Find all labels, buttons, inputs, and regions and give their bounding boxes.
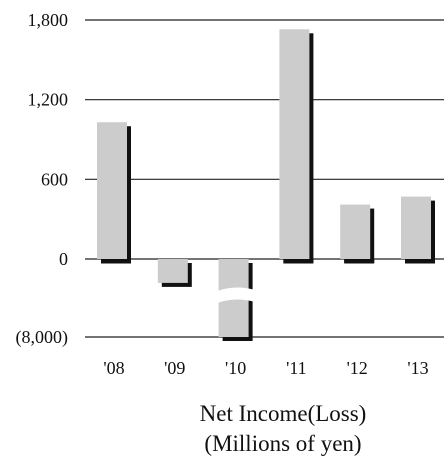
caption-line-2: (Millions of yen) [204, 431, 361, 456]
y-tick-label: (8,000) [16, 327, 69, 348]
gridlines [85, 19, 444, 338]
bar [340, 204, 371, 259]
bar [279, 29, 310, 259]
x-tick-label: '11 [286, 358, 307, 378]
x-tick-label: '13 [407, 358, 428, 378]
y-tick-label: 1,200 [28, 90, 69, 110]
bar-08 [97, 122, 131, 264]
x-tick-label: '09 [164, 358, 185, 378]
bar-10 [212, 259, 259, 341]
bar [97, 122, 127, 259]
x-tick-label: '08 [103, 358, 124, 378]
bar-base-shadow [283, 259, 314, 264]
y-tick-label: 600 [41, 169, 68, 189]
x-tick-labels: '08 '09 '10 '11 '12 '13 [103, 358, 428, 378]
bar-base-shadow [405, 259, 435, 264]
bar-13 [401, 196, 435, 264]
bars [97, 29, 435, 341]
caption-line-1: Net Income(Loss) [200, 401, 367, 426]
bar-base-shadow [101, 259, 131, 264]
y-tick-labels: 1,800 1,200 600 0 (8,000) [16, 10, 69, 348]
bar-11 [279, 29, 314, 264]
y-tick-label: 1,800 [28, 10, 69, 30]
chart-caption: Net Income(Loss) (Millions of yen) [200, 401, 367, 456]
bar [401, 196, 431, 259]
y-tick-label: 0 [59, 249, 68, 269]
x-tick-label: '10 [225, 358, 246, 378]
bar [157, 259, 188, 283]
bar-base-shadow [344, 259, 375, 264]
x-tick-label: '12 [347, 358, 368, 378]
bar-09 [157, 259, 192, 287]
bar-12 [340, 204, 375, 264]
axis-break-marker [212, 287, 259, 305]
